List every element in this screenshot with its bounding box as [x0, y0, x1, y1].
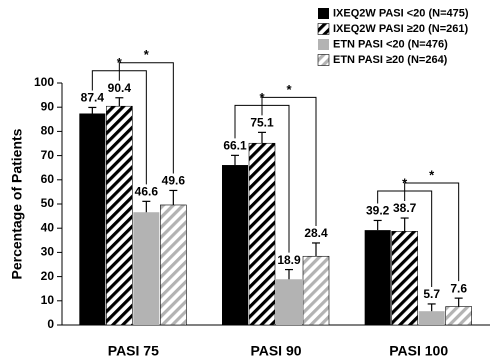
y-tick-label: 80	[41, 124, 55, 138]
y-tick-label: 20	[41, 269, 55, 283]
data-label: 18.9	[277, 253, 301, 267]
bar	[106, 105, 133, 326]
bar	[364, 230, 391, 325]
significance-label: *	[286, 82, 292, 97]
bar	[276, 279, 302, 325]
data-label: 46.6	[135, 185, 159, 199]
bar	[391, 231, 418, 326]
x-tick-label: PASI 90	[250, 343, 301, 359]
data-label: 39.2	[366, 204, 390, 218]
bar	[79, 113, 106, 325]
data-label: 75.1	[250, 116, 274, 130]
data-label: 87.4	[81, 91, 105, 105]
significance-label: *	[429, 167, 435, 182]
y-tick-label: 70	[41, 148, 55, 162]
y-tick-label: 50	[41, 196, 55, 210]
x-tick-label: PASI 75	[108, 343, 159, 359]
bar	[160, 204, 187, 326]
data-label: 38.7	[393, 201, 417, 215]
y-tick-label: 60	[41, 172, 55, 186]
y-tick-label: 100	[34, 75, 54, 89]
y-tick-label: 30	[41, 245, 55, 259]
data-label: 5.7	[423, 287, 440, 301]
y-tick-label: 0	[47, 317, 54, 331]
x-tick-label: PASI 100	[389, 343, 448, 359]
legend-swatch	[318, 8, 329, 19]
bar	[418, 311, 445, 325]
y-tick-label: 40	[41, 220, 55, 234]
bar	[133, 212, 160, 325]
legend-swatch	[317, 23, 330, 35]
y-tick-label: 90	[41, 99, 55, 113]
legend-label: IXEQ2W PASI ≥20 (N=261)	[333, 23, 468, 35]
bar	[445, 306, 472, 326]
significance-label: *	[144, 47, 150, 62]
significance-bracket	[404, 182, 460, 282]
legend-swatch	[317, 54, 330, 66]
legend-label: IXEQ2W PASI <20 (N=475)	[333, 7, 469, 19]
bar	[222, 165, 248, 325]
legend-swatch	[318, 39, 329, 50]
legend-label: ETN PASI <20 (N=476)	[333, 38, 448, 50]
data-label: 90.4	[108, 81, 132, 95]
legend-label: ETN PASI ≥20 (N=264)	[333, 54, 448, 66]
data-label: 7.6	[450, 281, 467, 295]
y-tick-label: 10	[41, 293, 55, 307]
data-label: 49.6	[162, 174, 186, 188]
y-axis-label: Percentage of Patients	[9, 128, 25, 279]
data-label: 66.1	[223, 139, 247, 153]
data-label: 28.4	[304, 226, 328, 240]
bar	[248, 142, 276, 326]
significance-bracket	[118, 62, 174, 174]
bar	[302, 255, 330, 326]
significance-bracket	[261, 96, 317, 226]
